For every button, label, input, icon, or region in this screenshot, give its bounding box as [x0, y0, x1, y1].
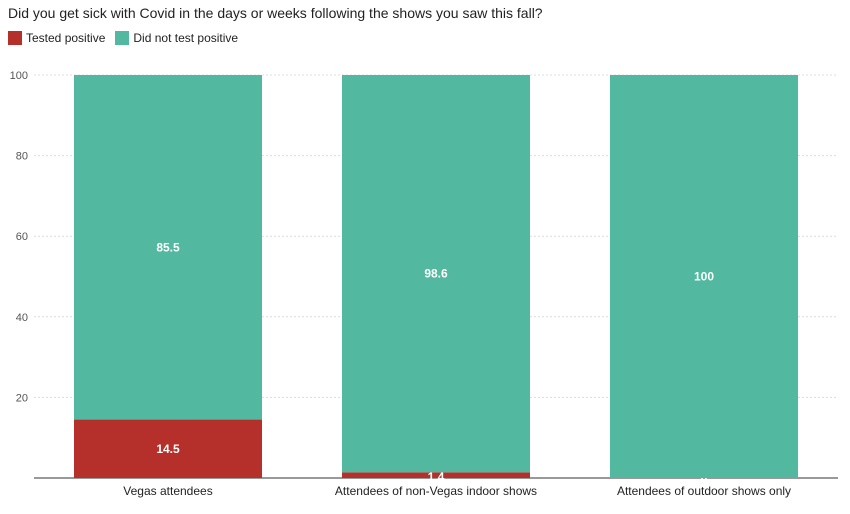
legend: Tested positive Did not test positive — [8, 31, 248, 45]
legend-item-did-not-test-positive: Did not test positive — [115, 31, 238, 45]
data-label-tested-positive-1: 1.4 — [428, 470, 445, 484]
x-category-label: Attendees of non-Vegas indoor shows — [335, 484, 537, 498]
bar-did-not-test-positive-1 — [342, 75, 530, 473]
y-tick-label: 60 — [16, 231, 28, 243]
legend-label-tested-positive: Tested positive — [26, 31, 106, 45]
data-label-tested-positive-0: 14.5 — [156, 442, 180, 456]
chart-title: Did you get sick with Covid in the days … — [8, 5, 543, 21]
y-tick-label: 40 — [16, 312, 28, 324]
y-tick-label: 80 — [16, 151, 28, 163]
x-category-label: Vegas attendees — [123, 484, 212, 498]
legend-label-did-not-test-positive: Did not test positive — [133, 31, 239, 45]
data-label-did-not-test-positive-0: 85.5 — [156, 240, 180, 254]
legend-swatch-did-not-test-positive — [115, 31, 130, 45]
y-tick-label: 20 — [16, 392, 28, 404]
data-label-did-not-test-positive-1: 98.6 — [424, 267, 448, 281]
x-category-label: Attendees of outdoor shows only — [617, 484, 791, 498]
bar-tested-positive-0 — [74, 419, 262, 478]
bar-tested-positive-1 — [342, 472, 530, 478]
bar-did-not-test-positive-2 — [610, 75, 798, 478]
bar-did-not-test-positive-0 — [74, 75, 262, 420]
legend-swatch-tested-positive — [8, 31, 22, 45]
data-label-did-not-test-positive-2: 100 — [694, 270, 714, 284]
legend-item-tested-positive: Tested positive — [8, 31, 105, 45]
y-tick-label: 100 — [10, 70, 28, 82]
